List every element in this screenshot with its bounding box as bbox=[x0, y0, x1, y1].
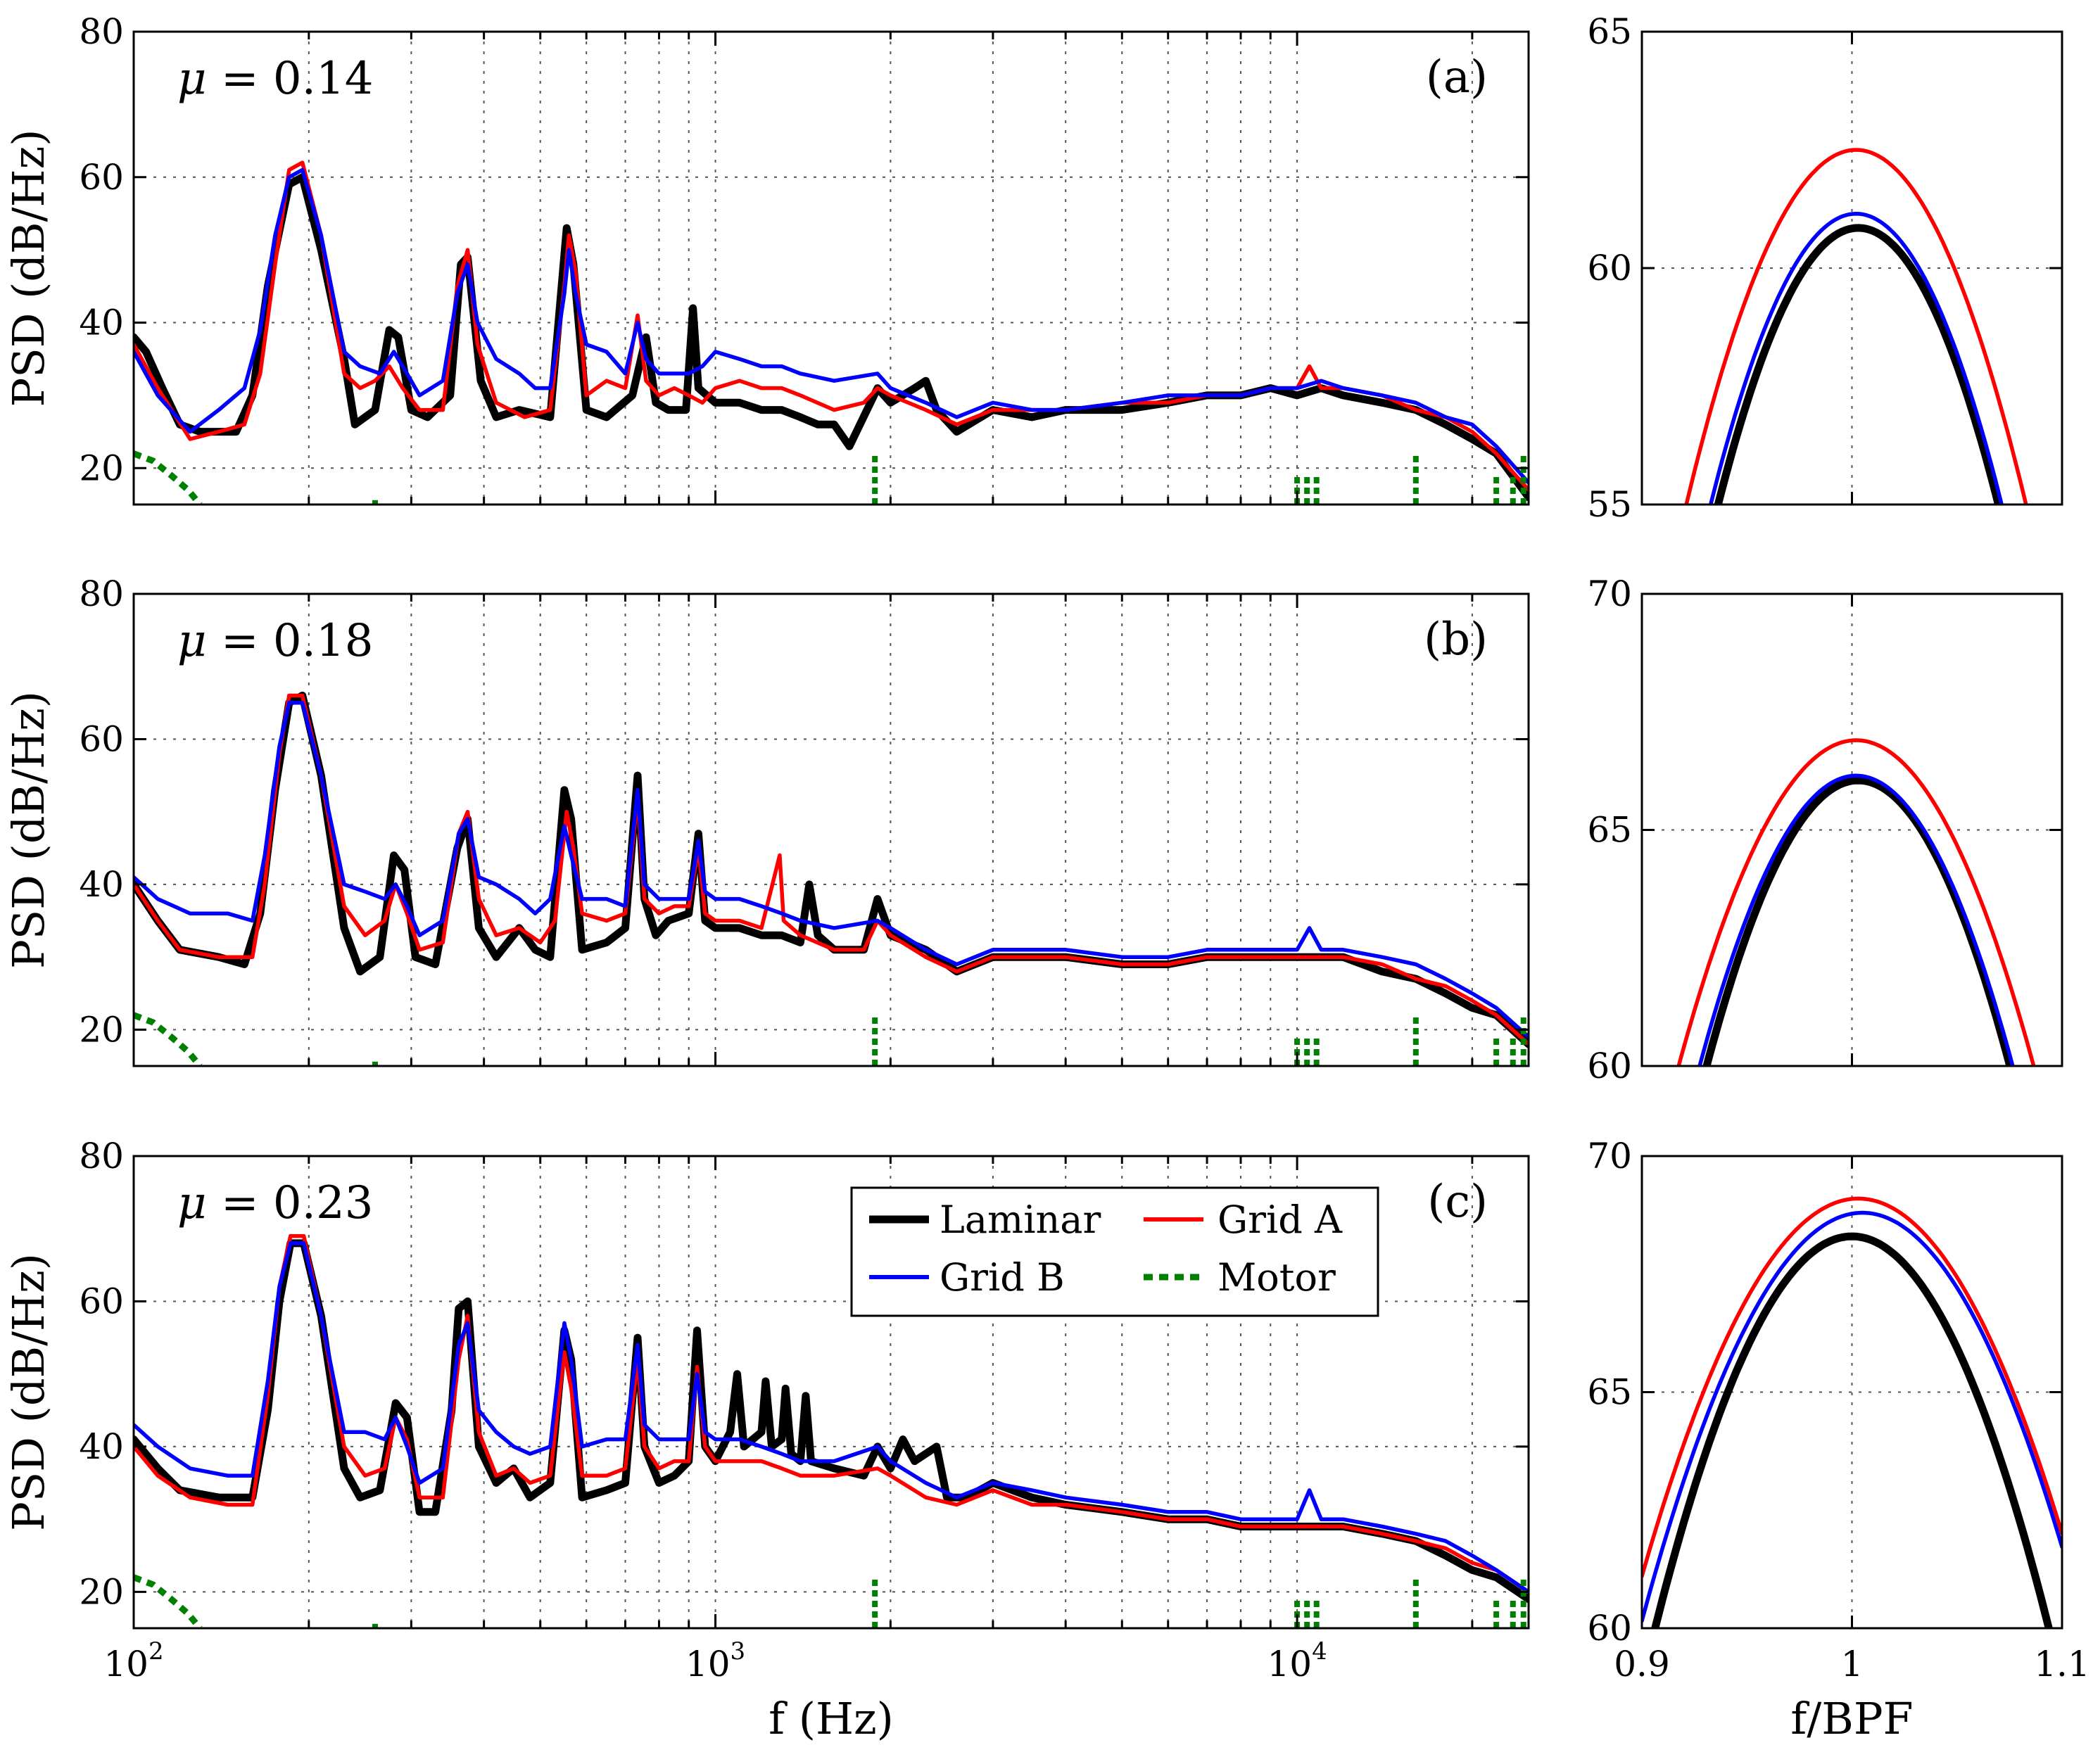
plot-area-b-zoom bbox=[1676, 738, 2036, 1066]
series-line-grid-b bbox=[134, 167, 1529, 485]
legend-label-grid-b: Grid B bbox=[940, 1255, 1065, 1300]
xtick-label: 1.1 bbox=[2034, 1644, 2090, 1684]
xlabel: f (Hz) bbox=[769, 1693, 894, 1744]
plot-area-c-zoom bbox=[1642, 1196, 2062, 1628]
series-line-grid-b bbox=[1642, 1210, 2062, 1623]
series-line-grid-a bbox=[1642, 1196, 2062, 1578]
panel-label: (b) bbox=[1424, 614, 1488, 666]
xtick-label: 102 bbox=[103, 1637, 163, 1684]
ytick-label: 80 bbox=[79, 573, 124, 614]
ytick-label: 20 bbox=[79, 448, 124, 488]
legend: Laminar Grid A Grid B Motor bbox=[850, 1186, 1379, 1317]
ytick-label: 60 bbox=[79, 1281, 124, 1321]
series-line-motor bbox=[134, 1012, 203, 1066]
xtick-label: 1 bbox=[1841, 1644, 1864, 1684]
ytick-label: 65 bbox=[1587, 810, 1632, 851]
ytick-label: 60 bbox=[1587, 1046, 1632, 1086]
ytick-label: 60 bbox=[1587, 1608, 1632, 1649]
legend-label-grid-a: Grid A bbox=[1218, 1198, 1343, 1242]
ytick-label: 80 bbox=[79, 11, 124, 52]
ytick-label: 80 bbox=[79, 1136, 124, 1176]
mu-annotation: μ = 0.14 bbox=[177, 53, 373, 105]
series-line-grid-b bbox=[1708, 211, 2004, 505]
ytick-label: 65 bbox=[1587, 11, 1632, 52]
series-line-grid-a bbox=[1676, 738, 2036, 1066]
series-line-motor bbox=[134, 1574, 203, 1628]
legend-box bbox=[850, 1186, 1379, 1317]
ytick-label: 20 bbox=[79, 1009, 124, 1050]
series-line-grid-b bbox=[1697, 773, 2015, 1066]
plot-area-a bbox=[134, 160, 1529, 505]
ytick-label: 60 bbox=[79, 718, 124, 759]
series-line-grid-b bbox=[134, 701, 1529, 1039]
ytick-label: 40 bbox=[79, 303, 124, 343]
axes-frame-a bbox=[132, 30, 1530, 506]
plot-area-c bbox=[134, 1233, 1529, 1628]
series-line-laminar bbox=[1702, 776, 2014, 1066]
series-line-laminar bbox=[1651, 1232, 2053, 1628]
axes-frame-c bbox=[132, 1155, 1530, 1630]
plot-area-b bbox=[134, 692, 1529, 1066]
ytick-label: 65 bbox=[1587, 1372, 1632, 1413]
plot-area-a-zoom bbox=[1684, 148, 2028, 505]
ytick-label: 60 bbox=[1587, 248, 1632, 288]
panel-label: (c) bbox=[1427, 1176, 1488, 1228]
ytick-label: 55 bbox=[1587, 484, 1632, 525]
xlabel: f/BPF bbox=[1790, 1693, 1913, 1744]
series-line-motor bbox=[134, 450, 203, 505]
series-line-laminar bbox=[1714, 224, 2003, 505]
ytick-label: 60 bbox=[79, 157, 124, 198]
xtick-label: 0.9 bbox=[1614, 1644, 1670, 1684]
axes-frame-b bbox=[132, 592, 1530, 1067]
mu-annotation: μ = 0.18 bbox=[177, 615, 373, 667]
ylabel: PSD (dB/Hz) bbox=[3, 691, 54, 969]
series-line-grid-a bbox=[134, 693, 1529, 1046]
legend-label-laminar: Laminar bbox=[940, 1198, 1101, 1242]
series-line-grid-a bbox=[1684, 148, 2028, 505]
mu-annotation: μ = 0.23 bbox=[177, 1177, 373, 1229]
xtick-label: 104 bbox=[1267, 1637, 1327, 1684]
ytick-label: 70 bbox=[1587, 573, 1632, 614]
ytick-label: 40 bbox=[79, 1426, 124, 1467]
ylabel: PSD (dB/Hz) bbox=[3, 129, 54, 407]
series-line-grid-a bbox=[134, 1233, 1529, 1594]
xtick-label: 103 bbox=[685, 1637, 745, 1684]
panel-label: (a) bbox=[1426, 51, 1488, 103]
ytick-label: 70 bbox=[1587, 1136, 1632, 1176]
ylabel: PSD (dB/Hz) bbox=[3, 1253, 54, 1531]
series-line-grid-b bbox=[134, 1241, 1529, 1594]
ytick-label: 40 bbox=[79, 864, 124, 905]
legend-label-motor: Motor bbox=[1218, 1255, 1336, 1300]
ytick-label: 20 bbox=[79, 1571, 124, 1612]
